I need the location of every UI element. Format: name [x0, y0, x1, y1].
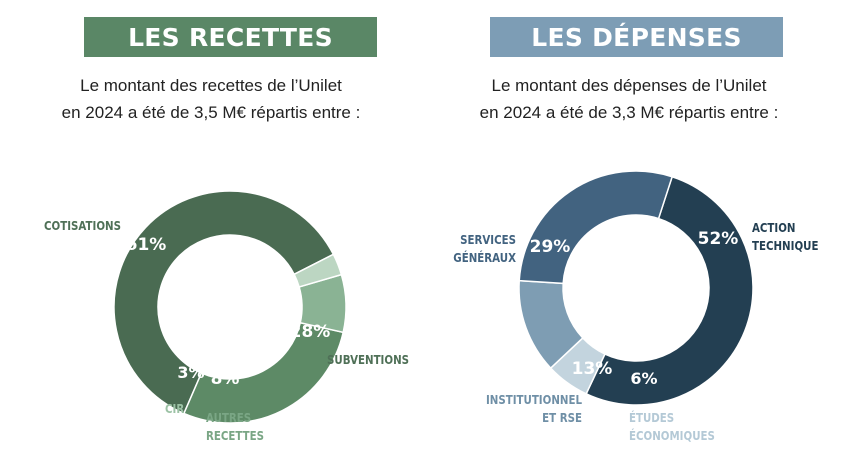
depenses-value-services-generaux: 29% [530, 237, 571, 257]
recettes-label-cir: CIR [165, 401, 184, 416]
recettes-intro-line-1: Le montant des recettes de l’Unilet [80, 76, 342, 95]
depenses-label-line: TECHNIQUE [752, 238, 818, 253]
depenses-header: LES DÉPENSES [490, 17, 783, 57]
depenses-value-institutionnel-et-rse: 13% [572, 359, 613, 379]
depenses-slice-services-generaux [518, 170, 674, 285]
recettes-label-line: SUBVENTIONS [327, 352, 409, 367]
depenses-label-etudes-economiques: ÉTUDES ÉCONOMIQUES [629, 409, 715, 443]
recettes-label-cotisations: COTISATIONS [44, 218, 121, 233]
depenses-slice-action-technique [585, 175, 754, 406]
depenses-value-action-technique: 52% [698, 229, 739, 249]
recettes-value-subventions: 28% [290, 322, 331, 342]
recettes-label-line: AUTRES [206, 410, 251, 425]
depenses-value-etudes-economiques: 6% [630, 369, 657, 388]
depenses-intro-line-2: en 2024 a été de 3,3 M€ répartis entre : [479, 103, 779, 122]
depenses-intro: Le montant des dépenses de l’Unilet en 2… [418, 72, 840, 126]
recettes-donut-chart: 61% 28% 8% 3% COTISATIONS SUBVENTIONS AUTRES RE… [44, 190, 409, 443]
depenses-panel: LES DÉPENSES Le montant des dépenses de … [422, 0, 844, 455]
depenses-donut-chart: 52% 6% 13% 29% ACTION TECHNIQUE ÉTUDES ÉCONOMIQ… [453, 170, 818, 443]
recettes-label-autres-recettes: AUTRES RECETTES [206, 410, 264, 443]
recettes-label-line: COTISATIONS [44, 218, 121, 233]
recettes-value-cotisations: 61% [126, 235, 167, 255]
recettes-value-cir: 3% [177, 363, 204, 382]
depenses-label-line: ET RSE [542, 410, 582, 425]
recettes-label-line: RECETTES [206, 428, 264, 443]
depenses-label-institutionnel-et-rse: INSTITUTIONNEL ET RSE [486, 392, 582, 425]
recettes-label-line: CIR [165, 401, 184, 416]
depenses-label-line: SERVICES [460, 232, 516, 247]
depenses-label-line: ÉCONOMIQUES [629, 427, 715, 443]
recettes-header: LES RECETTES [84, 17, 377, 57]
recettes-intro: Le montant des recettes de l’Unilet en 2… [0, 72, 422, 126]
depenses-label-line: ÉTUDES [629, 409, 674, 425]
depenses-label-line: ACTION [752, 220, 796, 235]
recettes-slice-cir [293, 253, 343, 288]
depenses-intro-line-1: Le montant des dépenses de l’Unilet [491, 76, 767, 95]
depenses-label-services-generaux: SERVICES GÉNÉRAUX [453, 232, 516, 265]
depenses-label-line: INSTITUTIONNEL [486, 392, 582, 407]
recettes-intro-line-2: en 2024 a été de 3,5 M€ répartis entre : [61, 103, 361, 122]
recettes-slice-cotisations [113, 190, 335, 415]
depenses-label-line: GÉNÉRAUX [453, 249, 516, 265]
recettes-slice-subventions [182, 321, 345, 424]
recettes-label-subventions: SUBVENTIONS [327, 352, 409, 367]
depenses-label-action-technique: ACTION TECHNIQUE [752, 220, 818, 253]
recettes-value-autres-recettes: 8% [211, 369, 240, 389]
recettes-panel: LES RECETTES Le montant des recettes de … [0, 17, 422, 443]
